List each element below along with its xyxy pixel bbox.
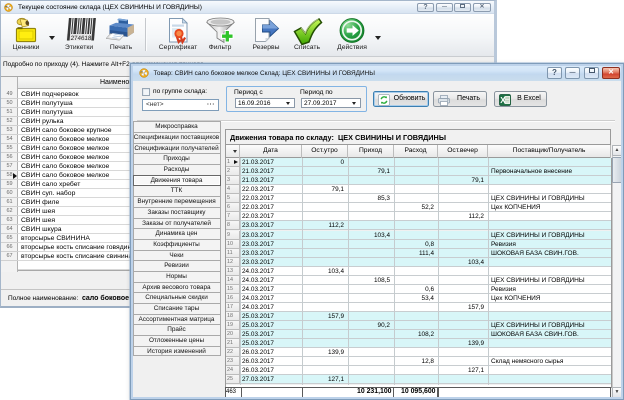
svg-text:274618: 274618 xyxy=(70,35,92,42)
svg-text:X: X xyxy=(500,96,506,105)
